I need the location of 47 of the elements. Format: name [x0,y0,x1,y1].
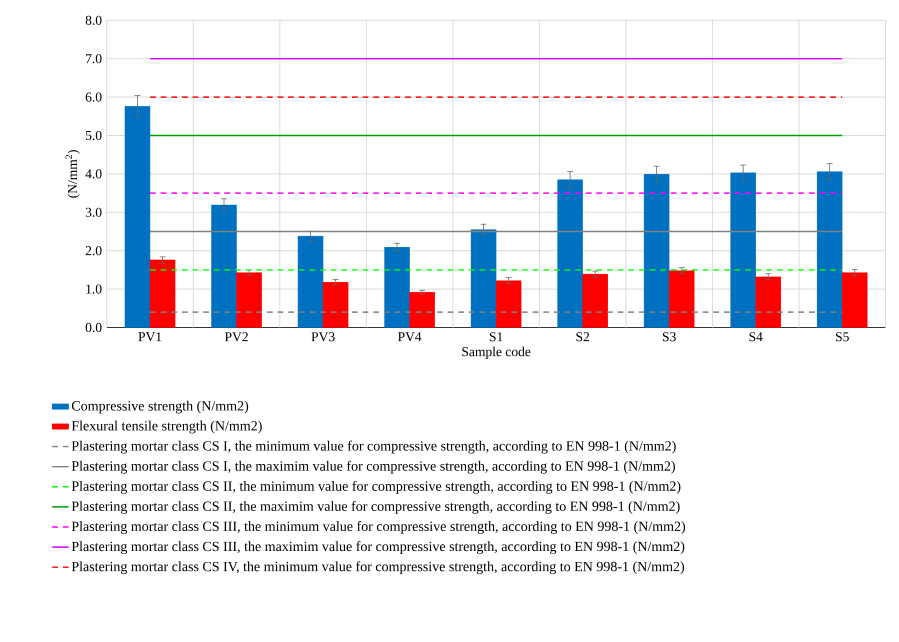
bar [756,276,781,328]
x-tick-label: PV2 [224,332,248,342]
legend-label: Plastering mortar class CS II, the maximim value for compressive strength, according to EN 998-1 (N/mm2) [72,501,680,514]
bar [470,230,496,328]
x-axis-title: Sample code [462,346,530,360]
x-tick-label: S1 [490,332,502,342]
x-tick-label: S5 [836,332,849,342]
x-tick-label: S2 [576,332,590,342]
y-tick-label: 0.0 [86,323,102,332]
bar [236,272,262,328]
bar [322,282,348,328]
legend-label: Plastering mortar class CS III, the minimum value for compressive strength, according to EN 998-1 (N/mm2) [72,521,686,534]
bar [730,172,756,328]
legend-label: Plastering mortar class CS III, the maximim value for compressive strength, according to EN 998-1 (N/mm2) [72,541,684,554]
legend-label: Plastering mortar class CS IV, the minimum value for compressive strength, according to EN 998-1 (N/mm2) [72,561,684,574]
bar [211,205,237,328]
bar [842,272,868,328]
y-tick-label: 4.0 [85,170,102,179]
bar [150,260,176,328]
x-tick-label: S4 [749,332,763,342]
bar [124,106,150,328]
y-tick-label: 8.0 [86,16,102,26]
y-tick-label: 2.0 [86,246,102,256]
legend-label: Flexural tensile strength (N/mm2) [72,420,262,434]
x-tick-label: PV3 [311,332,335,342]
legend-label: Compressive strength (N/mm2) [72,400,248,414]
bar [582,274,608,328]
bar [496,280,522,328]
bar [816,172,842,328]
x-tick-label: S3 [662,332,676,342]
y-tick-label: 1.0 [86,284,102,294]
bar [298,236,324,328]
y-tick-label: 7.0 [86,54,102,64]
x-tick-label: PV1 [138,332,162,342]
legend-label: Plastering mortar class CS II, the minimum value for compressive strength, according to EN 998-1 (N/mm2) [72,481,680,494]
bar [668,270,694,328]
legend-label: Plastering mortar class CS I, the minimum value for compressive strength, according to EN 998-1 (N/mm2) [72,440,676,454]
y-axis-title: (N/mm$^{2}$) [66,150,80,198]
x-tick-label: PV4 [398,332,422,342]
bar [409,292,435,328]
y-tick-label: 3.0 [86,208,102,218]
bar [557,180,583,328]
bar [644,174,670,328]
bar [384,247,410,328]
y-tick-label: 6.0 [86,92,102,102]
y-tick-label: 5.0 [86,131,102,140]
legend-label: Plastering mortar class CS I, the maximim value for compressive strength, according to EN 998-1 (N/mm2) [72,460,675,474]
